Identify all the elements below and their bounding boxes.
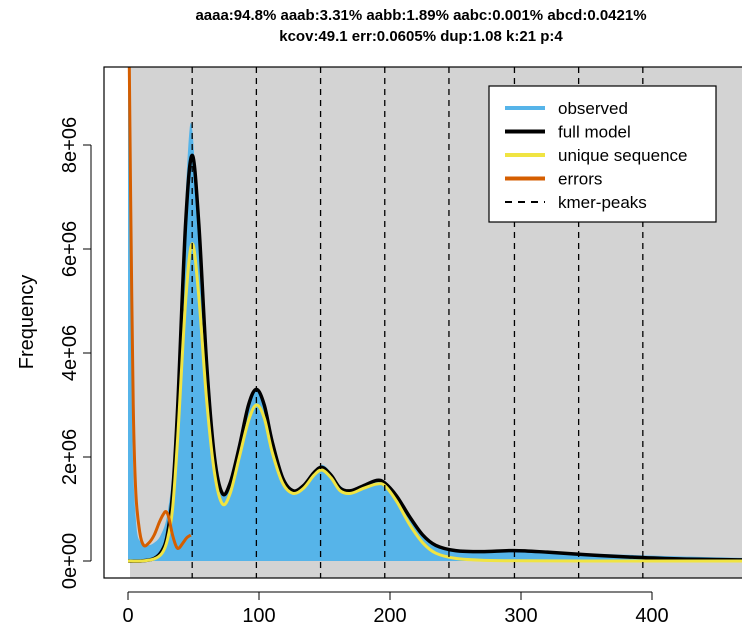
y-tick-label: 2e+06: [59, 429, 81, 485]
chart-title-line-2: kcov:49.1 err:0.0605% dup:1.08 k:21 p:4: [279, 28, 563, 45]
errors-line: [127, 67, 192, 551]
chart-title-line-1: aaaa:94.8% aaab:3.31% aabb:1.89% aabc:0.…: [195, 7, 646, 24]
x-tick-label: 0: [122, 605, 133, 627]
legend-label: errors: [558, 170, 602, 189]
plot-frame: [103, 66, 742, 579]
legend-label: kmer-peaks: [558, 193, 647, 212]
legend-label: full model: [558, 123, 631, 142]
x-tick-label: 200: [373, 605, 406, 627]
full-model-line: [127, 153, 742, 563]
legend-label: unique sequence: [558, 146, 688, 165]
y-tick-label: 8e+06: [59, 117, 81, 173]
x-tick-label: 100: [242, 605, 275, 627]
observed-area: [128, 67, 742, 561]
x-tick-label: 300: [504, 605, 537, 627]
x-tick-label: 400: [635, 605, 668, 627]
legend: observed full model unique sequence errors k…: [488, 85, 717, 223]
y-tick-label: 0e+00: [59, 533, 81, 589]
y-tick-label: 6e+06: [59, 221, 81, 277]
y-tick-label: 4e+06: [59, 325, 81, 381]
unique-sequence-line: [127, 242, 742, 563]
legend-label: observed: [558, 99, 628, 118]
y-axis-label: Frequency: [16, 275, 38, 370]
